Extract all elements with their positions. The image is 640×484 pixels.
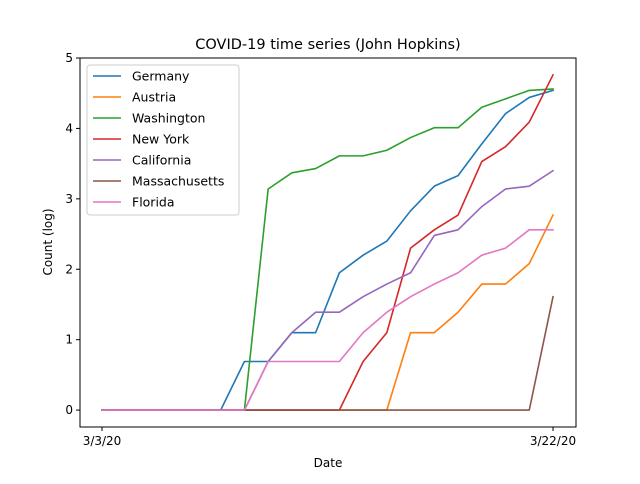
y-tick-label: 0 bbox=[65, 403, 73, 417]
x-tick-label: 3/22/20 bbox=[530, 434, 576, 448]
axes-frame bbox=[79, 57, 577, 428]
legend-label-washington: Washington bbox=[132, 111, 205, 126]
legend-label-massachusetts: Massachusetts bbox=[132, 174, 224, 189]
series-line-florida bbox=[101, 229, 554, 411]
y-tick-label: 2 bbox=[65, 262, 73, 276]
legend-label-california: California bbox=[132, 153, 191, 168]
legend: Germany Austria Washington New York Californ… bbox=[86, 64, 240, 216]
legend-label-germany: Germany bbox=[132, 69, 190, 84]
y-tick-label: 4 bbox=[65, 121, 73, 135]
y-tick-label: 3 bbox=[65, 192, 73, 206]
x-axis-label: Date bbox=[314, 456, 343, 470]
chart-title: COVID-19 time series (John Hopkins) bbox=[195, 37, 460, 53]
legend-frame bbox=[86, 64, 240, 216]
legend-label-florida: Florida bbox=[132, 195, 175, 210]
plot-area: 0 1 2 3 4 5 3/3/20 3/22/20 bbox=[65, 51, 577, 448]
y-tick-label: 1 bbox=[65, 333, 73, 347]
legend-label-new-york: New York bbox=[132, 132, 190, 147]
y-tick-label: 5 bbox=[65, 51, 73, 65]
y-axis-label: Count (log) bbox=[41, 208, 55, 275]
legend-label-austria: Austria bbox=[132, 90, 176, 105]
x-tick-label: 3/3/20 bbox=[83, 434, 122, 448]
